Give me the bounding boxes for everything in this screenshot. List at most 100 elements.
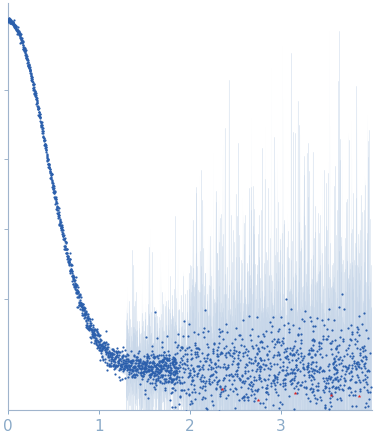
Point: [228, 352, 234, 359]
Point: [102, 346, 108, 353]
Point: [253, 376, 259, 383]
Point: [252, 353, 258, 360]
Point: [91, 330, 97, 337]
Point: [220, 388, 226, 395]
Point: [115, 358, 121, 365]
Point: [164, 356, 170, 363]
Point: [63, 238, 69, 245]
Point: [321, 367, 327, 374]
Point: [50, 180, 55, 187]
Point: [317, 394, 323, 401]
Point: [166, 368, 172, 375]
Point: [160, 357, 166, 364]
Point: [42, 141, 48, 148]
Point: [165, 363, 171, 370]
Point: [51, 187, 57, 194]
Point: [103, 339, 109, 346]
Point: [116, 357, 122, 364]
Point: [101, 343, 107, 350]
Point: [295, 385, 301, 392]
Point: [126, 357, 132, 364]
Point: [130, 367, 136, 374]
Point: [122, 361, 128, 368]
Point: [100, 343, 106, 350]
Point: [333, 365, 339, 372]
Point: [183, 408, 189, 415]
Point: [136, 357, 142, 364]
Point: [234, 360, 240, 367]
Point: [40, 129, 46, 136]
Point: [110, 347, 116, 354]
Point: [176, 364, 181, 371]
Point: [267, 318, 273, 325]
Point: [304, 363, 310, 370]
Point: [62, 242, 68, 249]
Point: [141, 371, 147, 378]
Point: [321, 404, 327, 411]
Point: [234, 367, 240, 374]
Point: [73, 281, 79, 288]
Point: [146, 366, 152, 373]
Point: [141, 364, 147, 371]
Point: [118, 353, 124, 360]
Point: [141, 358, 147, 365]
Point: [142, 364, 148, 371]
Point: [97, 356, 103, 363]
Point: [85, 324, 91, 331]
Point: [13, 25, 19, 32]
Point: [191, 367, 197, 374]
Point: [58, 225, 64, 232]
Point: [260, 361, 266, 368]
Point: [240, 349, 246, 356]
Point: [117, 361, 123, 368]
Point: [106, 350, 112, 357]
Point: [92, 326, 98, 333]
Point: [340, 386, 346, 393]
Point: [176, 376, 182, 383]
Point: [55, 204, 61, 211]
Point: [128, 360, 134, 367]
Point: [311, 367, 317, 374]
Point: [71, 277, 77, 284]
Point: [28, 72, 34, 79]
Point: [97, 347, 103, 354]
Point: [337, 333, 343, 340]
Point: [280, 321, 286, 328]
Point: [71, 282, 77, 289]
Point: [279, 338, 285, 345]
Point: [134, 365, 140, 372]
Point: [216, 332, 222, 339]
Point: [97, 337, 103, 344]
Point: [31, 83, 37, 90]
Point: [169, 403, 175, 410]
Point: [274, 351, 280, 358]
Point: [118, 362, 124, 369]
Point: [80, 306, 86, 313]
Point: [176, 400, 182, 407]
Point: [140, 376, 146, 383]
Point: [66, 257, 72, 264]
Point: [18, 36, 24, 43]
Point: [134, 368, 140, 375]
Point: [166, 373, 172, 380]
Point: [346, 361, 352, 368]
Point: [359, 343, 365, 350]
Point: [58, 226, 64, 233]
Point: [93, 334, 99, 341]
Point: [137, 381, 143, 388]
Point: [145, 367, 151, 374]
Point: [18, 35, 24, 42]
Point: [249, 382, 255, 389]
Point: [109, 349, 115, 356]
Point: [34, 97, 40, 104]
Point: [154, 361, 160, 368]
Point: [100, 339, 106, 346]
Point: [50, 182, 56, 189]
Point: [172, 386, 178, 393]
Point: [270, 401, 276, 408]
Point: [309, 368, 315, 375]
Point: [297, 352, 303, 359]
Point: [264, 385, 270, 392]
Point: [220, 376, 226, 383]
Point: [123, 352, 129, 359]
